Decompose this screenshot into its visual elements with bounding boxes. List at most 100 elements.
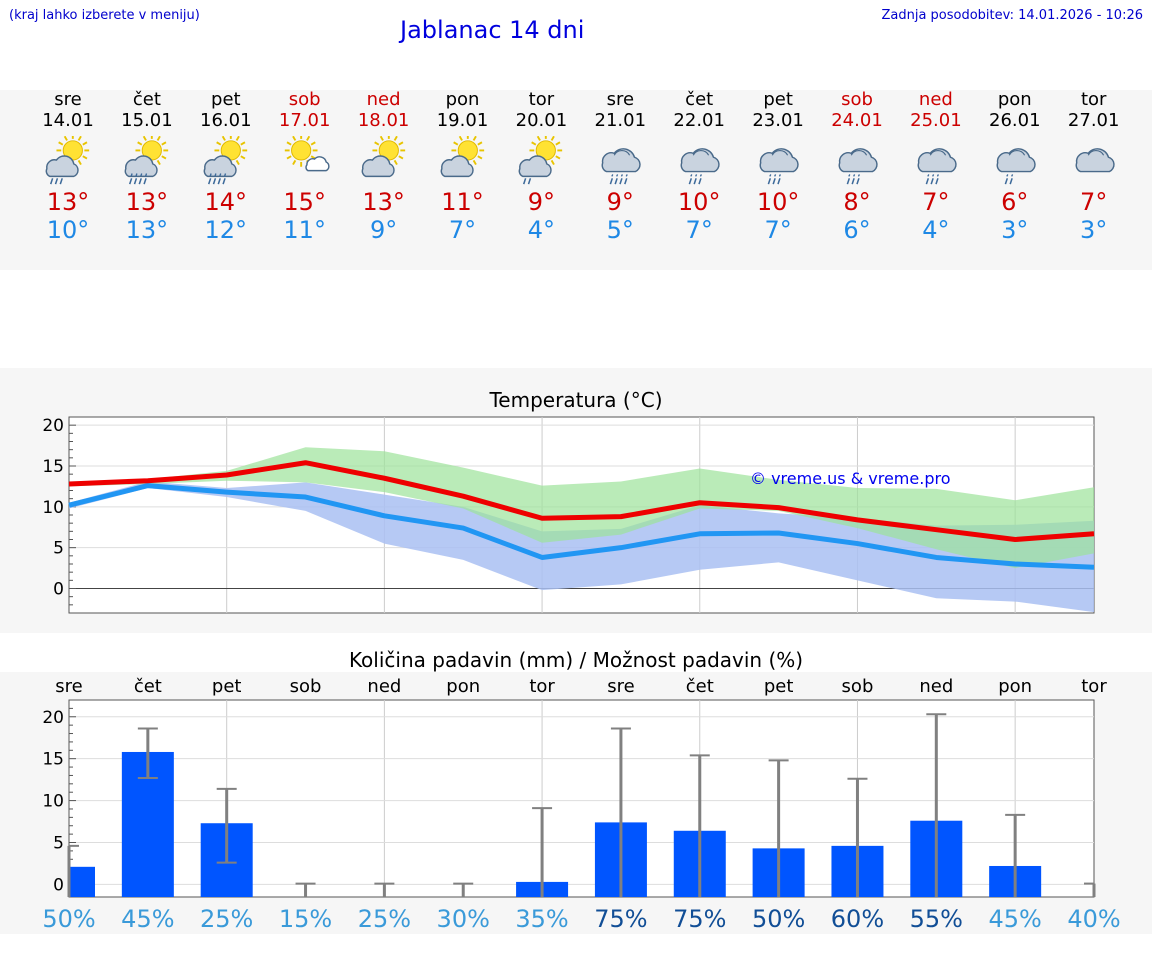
max-temperature: 13° (125, 188, 169, 216)
max-temperature: 8° (843, 188, 871, 216)
min-temperature: 7° (685, 216, 713, 244)
cloud-rain-icon (738, 136, 818, 186)
day-name: sob (288, 89, 321, 110)
cloud-heavy-rain-icon (580, 136, 660, 186)
forecast-day: pet 23.01 10° 7° (738, 89, 818, 245)
max-temperature: 6° (1001, 188, 1029, 216)
max-temperature: 7° (922, 188, 950, 216)
max-temperature: 7° (1080, 188, 1108, 216)
day-date: 15.01 (121, 110, 173, 131)
day-date: 17.01 (278, 110, 331, 131)
precipitation-probability: 40% (1067, 905, 1120, 933)
x-category-label: pet (764, 676, 794, 697)
min-temperature: 6° (843, 216, 871, 244)
temperature-chart-title: Temperatura (°C) (489, 388, 663, 412)
day-date: 22.01 (673, 110, 725, 131)
max-temperature: 11° (441, 188, 484, 216)
day-date: 26.01 (989, 110, 1041, 131)
min-temperature-line (68, 483, 1095, 570)
day-date: 20.01 (515, 110, 568, 131)
forecast-day: ned 18.01 13° 9° (344, 89, 424, 245)
day-date: 18.01 (357, 110, 410, 131)
last-updated: Zadnja posodobitev: 14.01.2026 - 10:26 (881, 8, 1143, 23)
max-temperature: 13° (362, 188, 405, 216)
day-name: pet (211, 89, 241, 110)
precipitation-probability: 25% (358, 905, 411, 933)
sun-cloud-icon (423, 136, 503, 186)
y-tick-label: 10 (42, 498, 64, 518)
day-name: sob (841, 89, 873, 110)
x-category-label: sre (55, 676, 82, 697)
day-date: 14.01 (42, 110, 94, 131)
forecast-day: pon 26.01 6° 3° (975, 89, 1055, 245)
precipitation-probability: 25% (200, 905, 253, 933)
max-temperature: 9° (527, 188, 556, 216)
day-name: pet (763, 89, 793, 110)
x-category-label: tor (529, 676, 555, 697)
min-temperature: 10° (46, 216, 90, 244)
cloud-drizzle-icon (975, 136, 1055, 186)
y-tick-label: 20 (42, 708, 64, 728)
cloud-rain-icon (896, 136, 976, 186)
forecast-day: pet 16.01 14° 12° (186, 89, 266, 245)
x-category-label: pet (212, 676, 242, 697)
max-temperature: 14° (204, 188, 248, 216)
x-category-label: sre (607, 676, 634, 697)
location-menu-hint[interactable]: (kraj lahko izberete v meniju) (9, 8, 200, 23)
precipitation-probability: 15% (279, 905, 332, 933)
precipitation-bar (69, 866, 95, 897)
min-temperature: 13° (125, 216, 169, 244)
day-name: pon (997, 89, 1032, 110)
watermark: © vreme.us & vreme.pro (750, 469, 951, 488)
precipitation-chart-title: Količina padavin (mm) / Možnost padavin … (348, 648, 804, 672)
forecast-day: ned 25.01 7° 4° (896, 90, 976, 245)
max-temperature: 15° (283, 188, 326, 216)
sun-cloud-rain-icon (28, 136, 108, 186)
max-temperature-line (68, 460, 1095, 542)
temperature-chart: 20 15 10 5 0 © vreme.us & vreme.pro (42, 416, 1095, 614)
max-temperature: 13° (46, 188, 90, 216)
min-temperature: 4° (922, 216, 950, 244)
max-temperature: 10° (677, 188, 721, 216)
precipitation-probability: 75% (594, 905, 647, 933)
y-tick-label: 0 (53, 875, 64, 895)
x-category-label: pon (446, 676, 480, 697)
day-date: 24.01 (831, 110, 883, 131)
forecast-day: sre 14.01 13° 10° (28, 89, 108, 245)
forecast-day: sob 24.01 8° 6° (817, 89, 897, 245)
day-name: ned (366, 89, 401, 110)
forecast-day: tor 20.01 9° 4° (501, 89, 581, 245)
min-temperature: 3° (1080, 216, 1108, 244)
min-temperature: 9° (369, 216, 398, 244)
precipitation-probability: 75% (673, 905, 726, 933)
sun-cloud-heavy-rain-icon (186, 136, 266, 186)
precipitation-probability: 55% (910, 905, 963, 933)
y-tick-label: 15 (42, 750, 64, 770)
forecast-day: tor 27.01 7° 3° (1054, 90, 1134, 245)
day-date: 19.01 (436, 110, 489, 131)
day-date: 23.01 (752, 110, 804, 131)
precipitation-probability: 35% (515, 905, 568, 933)
daily-forecast-strip: sre 14.01 13° 10° čet 15.01 13° 13° pet 16.01 14° 1… (0, 90, 1152, 270)
cloud-rain-icon (659, 136, 739, 186)
x-category-label: tor (1081, 676, 1107, 697)
y-tick-label: 5 (53, 539, 64, 559)
max-temperature: 9° (606, 188, 634, 216)
min-temperature: 11° (283, 216, 326, 244)
precipitation-probability: 45% (988, 905, 1041, 933)
min-temperature: 4° (527, 216, 556, 244)
min-temperature: 3° (1001, 216, 1029, 244)
x-category-label: čet (134, 676, 162, 697)
day-date: 21.01 (594, 110, 647, 131)
day-date: 25.01 (910, 110, 962, 131)
max-temperature: 10° (756, 188, 800, 216)
min-temperature: 5° (606, 216, 634, 244)
cloud-rain-icon (817, 136, 897, 186)
day-name: tor (528, 89, 555, 110)
min-temperature: 7° (764, 216, 792, 244)
min-temperature: 12° (204, 216, 248, 244)
x-category-label: pon (998, 676, 1032, 697)
day-name: sre (54, 89, 82, 110)
precipitation-probability: 50% (42, 905, 95, 933)
y-tick-label: 5 (53, 834, 64, 854)
